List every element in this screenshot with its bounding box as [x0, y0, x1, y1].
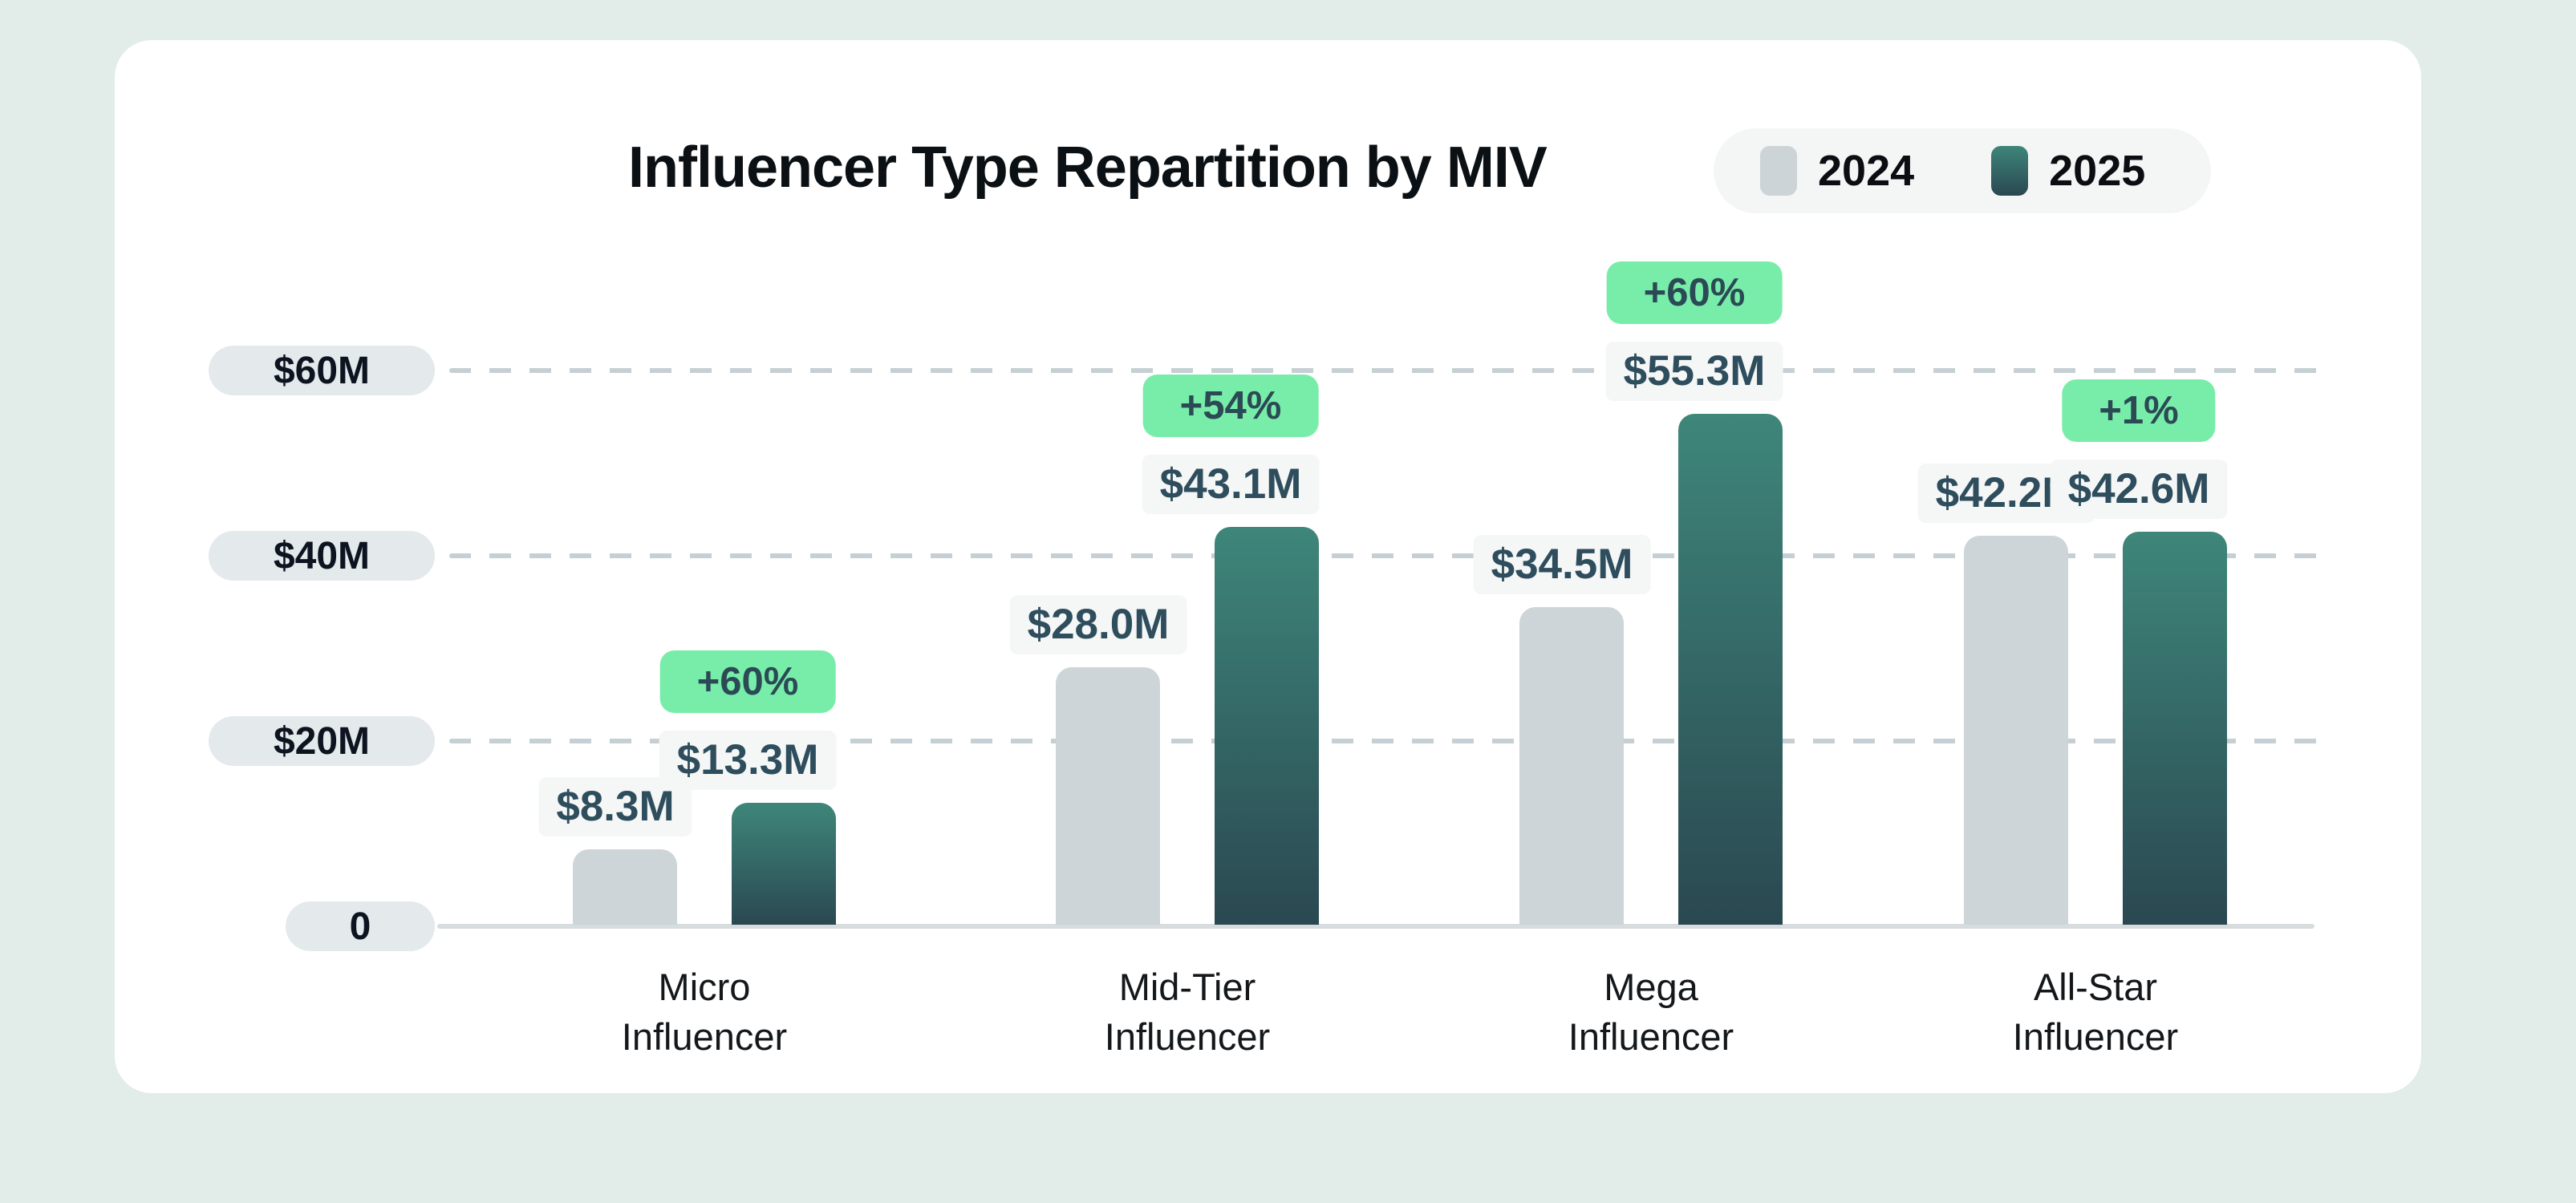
category-label-1: Mid-Tier Influencer [1105, 962, 1270, 1062]
category-label-line: Mid-Tier [1118, 966, 1256, 1008]
category-label-3: All-Star Influencer [2013, 962, 2178, 1062]
value-label-2024-1: $28.0M [1009, 594, 1187, 654]
legend-label-2025: 2025 [2049, 147, 2146, 195]
y-axis-tick: $40M [209, 531, 435, 581]
category-label-line: Influencer [1568, 1015, 1734, 1058]
bar-2024-0[interactable] [573, 849, 677, 925]
growth-badge-2: +60% [1606, 261, 1783, 325]
bar-2024-3[interactable] [1964, 535, 2068, 925]
growth-badge-1: +54% [1142, 375, 1319, 438]
legend-item-2025[interactable]: 2025 [1991, 146, 2145, 196]
bar-2025-2[interactable] [1678, 414, 1783, 925]
category-label-2: Mega Influencer [1568, 962, 1734, 1062]
category-label-line: All-Star [2033, 966, 2158, 1008]
growth-badge-0: +60% [659, 650, 836, 714]
bar-2024-1[interactable] [1056, 666, 1160, 925]
value-label-2025-3: $42.6M [2050, 459, 2228, 519]
y-axis-tick: $20M [209, 716, 435, 766]
x-axis-line [437, 924, 2314, 929]
bar-2025-0[interactable] [732, 803, 836, 925]
bar-2025-3[interactable] [2123, 531, 2227, 925]
category-label-line: Influencer [2012, 1015, 2179, 1058]
category-label-line: Micro [658, 966, 751, 1008]
category-label-0: Micro Influencer [622, 962, 787, 1062]
growth-badge-3: +1% [2062, 379, 2216, 442]
grid-line-60M [449, 368, 2331, 373]
chart-card: Influencer Type Repartition by MIV 2024 … [115, 40, 2421, 1093]
bar-2024-2[interactable] [1519, 606, 1624, 925]
chart-title: Influencer Type Repartition by MIV [628, 136, 1548, 200]
grid-line-40M [449, 553, 2331, 558]
value-label-2025-1: $43.1M [1142, 455, 1320, 515]
category-label-line: Mega [1604, 966, 1698, 1008]
category-label-line: Influencer [1104, 1015, 1271, 1058]
y-axis-tick: 0 [286, 901, 435, 951]
y-axis-tick: $60M [209, 346, 435, 395]
grid-line-20M [449, 739, 2331, 743]
legend-item-2024[interactable]: 2024 [1760, 146, 1914, 196]
category-label-line: Influencer [621, 1015, 788, 1058]
legend-swatch-2024-icon [1760, 146, 1797, 196]
legend-label-2024: 2024 [1818, 147, 1915, 195]
bar-2025-1[interactable] [1215, 527, 1319, 925]
legend-swatch-2025-icon [1991, 146, 2029, 196]
value-label-2024-2: $34.5M [1473, 534, 1651, 594]
value-label-2025-0: $13.3M [659, 731, 837, 791]
legend: 2024 2025 [1714, 128, 2211, 213]
value-label-2025-2: $55.3M [1605, 342, 1783, 402]
